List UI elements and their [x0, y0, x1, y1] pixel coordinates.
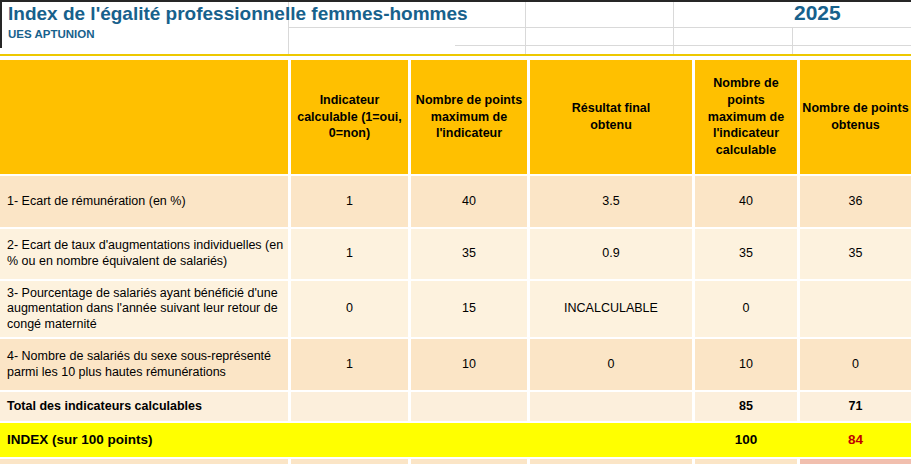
index-score: 84	[800, 423, 911, 457]
header-cell-max-points: Nombre de points maximum de l'indicateur	[411, 60, 527, 174]
cell-empty	[291, 423, 408, 457]
year-label: 2025	[794, 1, 841, 25]
row-label: 1- Ecart de rémunération (en %)	[0, 176, 288, 227]
gridline	[792, 27, 793, 55]
total-label: Total des indicateurs calculables	[0, 392, 288, 421]
cell-points: 0	[800, 339, 911, 390]
table-row-indicator-4: 4- Nombre de salariés du sexe sous-repré…	[0, 339, 911, 390]
company-name: UES APTUNION	[8, 28, 94, 40]
header-cell-result: Résultat final obtenu	[530, 60, 692, 174]
cell-empty	[0, 459, 288, 464]
cell-calculable: 1	[291, 229, 408, 279]
cutoff-row	[0, 459, 911, 464]
index-label: INDEX (sur 100 points)	[0, 423, 288, 457]
total-points: 71	[800, 392, 911, 421]
header-cell-max-points-calculable: Nombre de points maximum de l'indicateur…	[695, 60, 797, 174]
cell-result: 0.9	[530, 229, 692, 279]
cell-empty	[411, 459, 527, 464]
title-area: Index de l'égalité professionnelle femme…	[0, 0, 911, 60]
left-border	[0, 0, 2, 48]
cell-result: INCALCULABLE	[530, 281, 692, 337]
cell-empty	[800, 459, 911, 464]
cell-empty	[291, 392, 408, 421]
cell-result: 3.5	[530, 176, 692, 227]
total-max-points-calculable: 85	[695, 392, 797, 421]
page-title: Index de l'égalité professionnelle femme…	[8, 3, 468, 25]
table-header-row: Indicateur calculable (1=oui, 0=non) Nom…	[0, 60, 911, 174]
cell-empty	[530, 459, 692, 464]
cell-points: 36	[800, 176, 911, 227]
table-row-total: Total des indicateurs calculables 85 71	[0, 392, 911, 421]
cell-empty	[411, 423, 527, 457]
gold-divider	[0, 54, 911, 56]
top-border	[0, 0, 911, 2]
cell-max-points-calculable: 35	[695, 229, 797, 279]
header-cell-empty	[0, 60, 288, 174]
row-label: 3- Pourcentage de salariés ayant bénéfic…	[0, 281, 288, 337]
cell-points	[800, 281, 911, 337]
row-label: 4- Nombre de salariés du sexe sous-repré…	[0, 339, 288, 390]
table-row-indicator-3: 3- Pourcentage de salariés ayant bénéfic…	[0, 281, 911, 337]
cell-max-points: 10	[411, 339, 527, 390]
index-table: Indicateur calculable (1=oui, 0=non) Nom…	[0, 60, 911, 464]
cell-max-points-calculable: 40	[695, 176, 797, 227]
row-label: 2- Ecart de taux d'augmentations individ…	[0, 229, 288, 279]
cell-calculable: 1	[291, 176, 408, 227]
table-row-index: INDEX (sur 100 points) 100 84	[0, 423, 911, 457]
spreadsheet: Index de l'égalité professionnelle femme…	[0, 0, 911, 464]
cell-max-points-calculable: 10	[695, 339, 797, 390]
header-cell-calculable: Indicateur calculable (1=oui, 0=non)	[291, 60, 408, 174]
cell-max-points-calculable: 0	[695, 281, 797, 337]
cell-empty	[530, 423, 692, 457]
cell-max-points: 15	[411, 281, 527, 337]
gridline	[455, 45, 911, 46]
cell-points: 35	[800, 229, 911, 279]
cell-result: 0	[530, 339, 692, 390]
cell-calculable: 1	[291, 339, 408, 390]
cell-empty	[291, 459, 408, 464]
cell-max-points: 40	[411, 176, 527, 227]
index-max-points: 100	[695, 423, 797, 457]
cell-empty	[695, 459, 797, 464]
table-row-indicator-1: 1- Ecart de rémunération (en %) 1 40 3.5…	[0, 176, 911, 227]
gridline	[288, 27, 911, 28]
cell-calculable: 0	[291, 281, 408, 337]
cell-empty	[530, 392, 692, 421]
table-row-indicator-2: 2- Ecart de taux d'augmentations individ…	[0, 229, 911, 279]
cell-max-points: 35	[411, 229, 527, 279]
cell-empty	[411, 392, 527, 421]
header-cell-points-obtained: Nombre de points obtenus	[800, 60, 911, 174]
